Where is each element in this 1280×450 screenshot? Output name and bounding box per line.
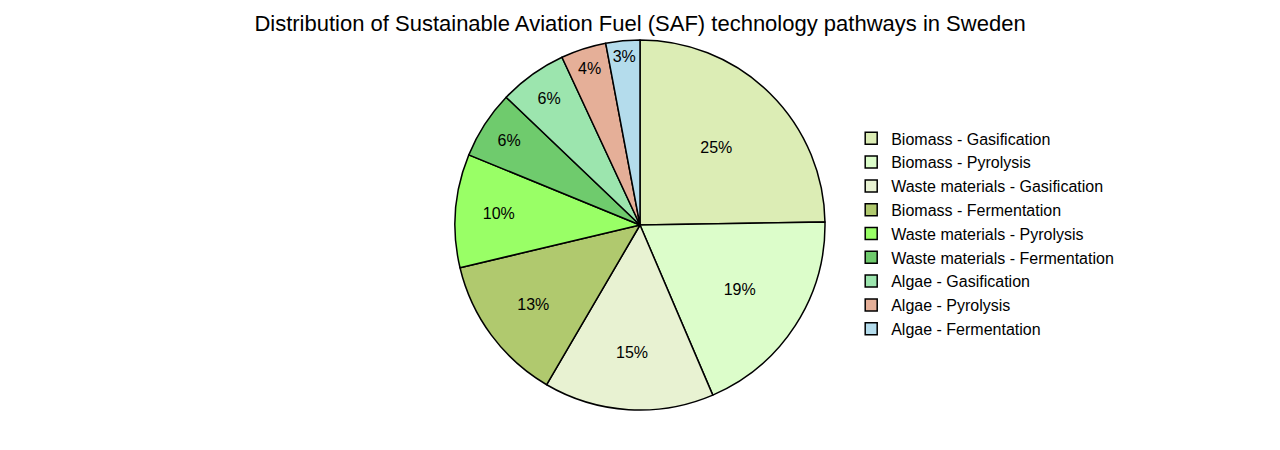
svg-text:Waste materials - Fermentation: Waste materials - Fermentation (891, 250, 1114, 267)
svg-text:13%: 13% (517, 296, 549, 313)
svg-text:4%: 4% (578, 60, 601, 77)
svg-text:Distribution of Sustainable Av: Distribution of Sustainable Aviation Fue… (254, 11, 1025, 36)
svg-text:Waste materials - Pyrolysis: Waste materials - Pyrolysis (891, 226, 1083, 243)
svg-text:Algae - Fermentation: Algae - Fermentation (891, 321, 1040, 338)
svg-text:Biomass - Fermentation: Biomass - Fermentation (891, 202, 1061, 219)
svg-text:Biomass - Gasification: Biomass - Gasification (891, 131, 1050, 148)
svg-text:Waste materials - Gasification: Waste materials - Gasification (891, 178, 1103, 195)
svg-text:15%: 15% (616, 344, 648, 361)
svg-text:25%: 25% (700, 139, 732, 156)
svg-text:10%: 10% (483, 205, 515, 222)
svg-text:Biomass - Pyrolysis: Biomass - Pyrolysis (891, 154, 1031, 171)
svg-text:6%: 6% (498, 132, 521, 149)
svg-text:19%: 19% (724, 281, 756, 298)
svg-text:Algae - Pyrolysis: Algae - Pyrolysis (891, 297, 1010, 314)
svg-text:6%: 6% (538, 90, 561, 107)
svg-text:3%: 3% (613, 48, 636, 65)
svg-text:Algae - Gasification: Algae - Gasification (891, 273, 1030, 290)
